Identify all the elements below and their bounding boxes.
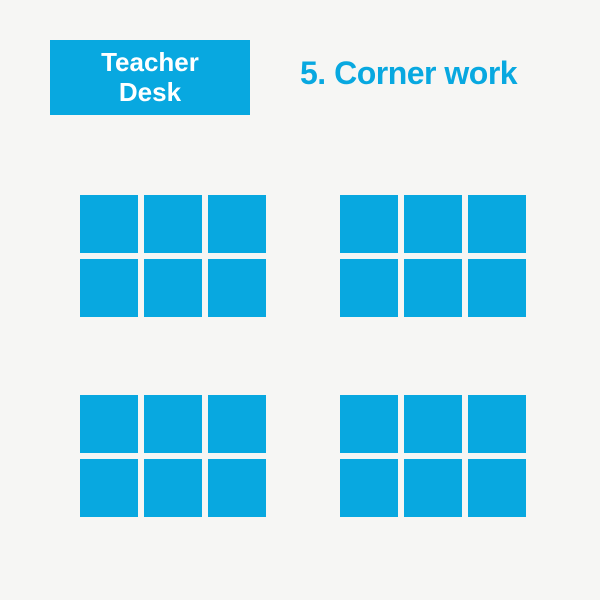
student-desk — [468, 195, 526, 253]
student-desk — [80, 195, 138, 253]
teacher-desk: Teacher Desk — [50, 40, 250, 115]
student-desk — [468, 259, 526, 317]
page-title: 5. Corner work — [300, 55, 517, 92]
desk-cluster — [80, 395, 266, 517]
student-desk — [340, 459, 398, 517]
student-desk — [340, 259, 398, 317]
student-desk — [144, 395, 202, 453]
student-desk — [144, 259, 202, 317]
student-desk — [208, 395, 266, 453]
student-desk — [80, 395, 138, 453]
teacher-desk-label-line1: Teacher — [101, 47, 199, 77]
teacher-desk-label: Teacher Desk — [101, 48, 199, 108]
desk-cluster — [80, 195, 266, 317]
desk-cluster — [340, 195, 526, 317]
student-desk — [144, 195, 202, 253]
student-desk — [208, 459, 266, 517]
student-desk — [468, 395, 526, 453]
student-desk — [144, 459, 202, 517]
student-desk — [208, 259, 266, 317]
student-desk — [468, 459, 526, 517]
student-desk — [404, 459, 462, 517]
student-desk — [80, 259, 138, 317]
student-desk — [340, 195, 398, 253]
student-desk — [340, 395, 398, 453]
student-desk — [208, 195, 266, 253]
student-desk — [80, 459, 138, 517]
teacher-desk-label-line2: Desk — [119, 77, 181, 107]
student-desk — [404, 395, 462, 453]
student-desk — [404, 259, 462, 317]
student-desk — [404, 195, 462, 253]
desk-cluster — [340, 395, 526, 517]
